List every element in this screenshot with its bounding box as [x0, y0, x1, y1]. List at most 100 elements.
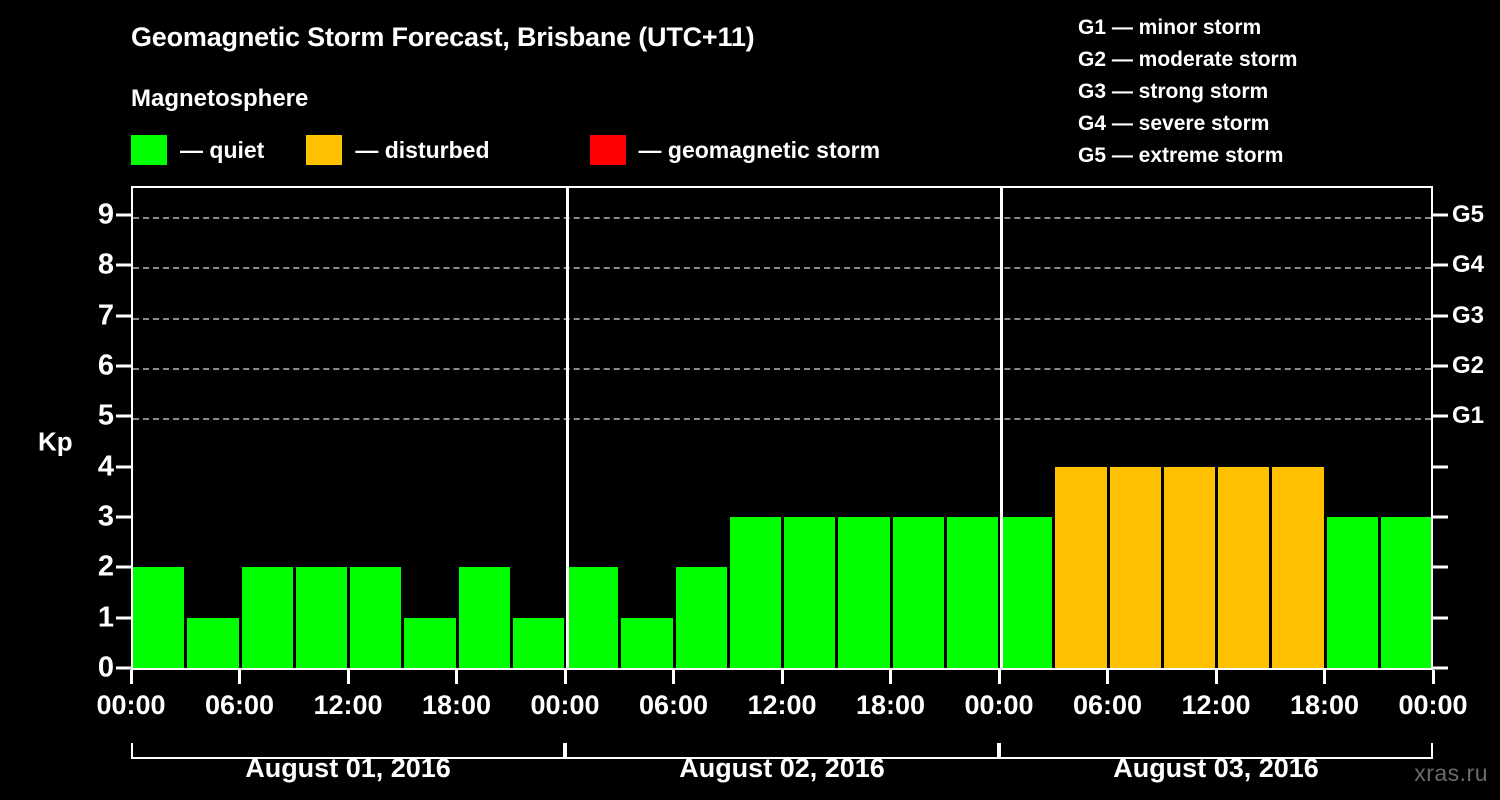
- y-tick-mark: [116, 364, 131, 368]
- g-axis-label-g1: G1: [1452, 402, 1485, 430]
- x-tick-mark: [1323, 670, 1326, 684]
- legend-swatch-quiet: [131, 135, 167, 165]
- bar: [1109, 466, 1161, 668]
- x-tick-label: 00:00: [964, 690, 1034, 720]
- x-tick-mark: [997, 670, 1001, 684]
- legend-swatch-disturbed: [306, 135, 343, 165]
- x-tick-label: 06:00: [638, 690, 709, 720]
- y-tick-mark: [116, 515, 131, 519]
- legend-item-disturbed: — disturbed: [306, 135, 490, 165]
- bar: [1163, 466, 1215, 668]
- legend-item-geomagnetic-storm: — geomagnetic storm: [589, 135, 881, 165]
- bar: [187, 617, 239, 668]
- gridline-kp-5: [133, 418, 1431, 421]
- y-tick-mark: [116, 213, 131, 217]
- bar: [1218, 466, 1270, 668]
- y-tick-mark-right: [1433, 565, 1448, 569]
- y-tick-mark: [116, 616, 131, 620]
- y-tick-label-4: 4: [97, 450, 114, 483]
- y-tick-mark: [116, 666, 131, 670]
- bar: [621, 617, 673, 668]
- bar: [1326, 517, 1378, 668]
- gscale-line-g3: G3 — strong storm: [1078, 80, 1269, 103]
- bar: [729, 517, 781, 668]
- legend-swatch-geomagnetic-storm: [589, 135, 626, 165]
- x-tick-label: 18:00: [1289, 690, 1360, 720]
- x-tick-label: 00:00: [96, 690, 166, 720]
- x-tick-label: 18:00: [421, 690, 492, 720]
- legend-label-quiet: — quiet: [180, 136, 265, 163]
- day-rail: [565, 743, 999, 759]
- x-tick-mark: [455, 670, 458, 684]
- x-tick-mark: [1431, 670, 1435, 684]
- gscale-line-g2: G2 — moderate storm: [1078, 48, 1298, 71]
- series-label-magnetosphere: Magnetosphere: [131, 85, 309, 112]
- g-axis-label-g3: G3: [1452, 301, 1485, 329]
- bar: [784, 517, 836, 668]
- y-tick-mark-right: [1433, 263, 1448, 267]
- g-axis-label-g5: G5: [1452, 201, 1485, 229]
- bar: [404, 617, 456, 668]
- gscale-line-g4: G4 — severe storm: [1078, 112, 1270, 135]
- y-tick-mark-right: [1433, 666, 1448, 670]
- y-tick-mark: [116, 263, 131, 267]
- y-axis-title: Kp: [38, 426, 73, 457]
- y-tick-mark-right: [1433, 314, 1448, 318]
- x-tick-label: 12:00: [1181, 690, 1251, 720]
- bar: [133, 567, 185, 668]
- x-tick-label: 12:00: [747, 690, 817, 720]
- x-tick-mark: [346, 670, 350, 684]
- day-divider: [999, 188, 1003, 668]
- y-tick-label-2: 2: [97, 550, 114, 583]
- gridline-kp-8: [133, 267, 1431, 270]
- x-tick-mark: [889, 670, 892, 684]
- bar: [241, 567, 293, 668]
- x-tick-label: 06:00: [204, 690, 275, 720]
- x-tick-label: 06:00: [1072, 690, 1143, 720]
- y-tick-label-7: 7: [97, 299, 114, 332]
- g-axis-label-g4: G4: [1452, 251, 1485, 279]
- day-label: August 01, 2016: [245, 753, 451, 783]
- gscale-line-g1: G1 — minor storm: [1078, 16, 1262, 39]
- y-tick-label-5: 5: [97, 399, 114, 432]
- day-rail: [999, 743, 1433, 759]
- legend-label-disturbed: — disturbed: [355, 136, 490, 163]
- x-tick-mark: [780, 670, 784, 684]
- y-tick-label-9: 9: [97, 198, 114, 231]
- y-tick-mark-right: [1433, 213, 1448, 217]
- y-tick-mark: [116, 314, 131, 318]
- x-tick-mark: [1106, 670, 1109, 684]
- plot-area: [131, 186, 1433, 670]
- day-label: August 02, 2016: [679, 753, 885, 783]
- bar: [1055, 466, 1107, 668]
- bar: [1380, 517, 1431, 668]
- y-tick-mark: [116, 414, 131, 418]
- y-tick-mark-right: [1433, 515, 1448, 519]
- legend: — quiet — disturbed — geomagnetic storm: [131, 133, 880, 167]
- x-tick-label: 12:00: [313, 690, 383, 720]
- y-tick-mark-right: [1433, 465, 1448, 469]
- bar: [892, 517, 944, 668]
- legend-item-quiet: — quiet: [131, 135, 264, 165]
- x-tick-mark: [672, 670, 675, 684]
- y-tick-mark-right: [1433, 616, 1448, 620]
- legend-label-geomagnetic-storm: — geomagnetic storm: [638, 136, 881, 163]
- g-axis-label-g2: G2: [1452, 352, 1485, 380]
- gscale-legend: G1 — minor storm G2 — moderate storm G3 — …: [1078, 12, 1297, 172]
- bar: [295, 567, 347, 668]
- x-tick-mark: [563, 670, 567, 684]
- y-tick-mark: [116, 465, 131, 469]
- day-label: August 03, 2016: [1113, 753, 1319, 783]
- y-tick-label-6: 6: [97, 349, 114, 382]
- y-tick-label-0: 0: [97, 651, 114, 684]
- gridline-kp-6: [133, 368, 1431, 371]
- bar: [946, 517, 998, 668]
- y-tick-label-3: 3: [97, 500, 114, 533]
- bar: [1272, 466, 1324, 668]
- day-rail: [131, 743, 565, 759]
- watermark: xras.ru: [1414, 760, 1488, 786]
- bar: [838, 517, 890, 668]
- bar: [512, 617, 564, 668]
- bar: [1001, 517, 1053, 668]
